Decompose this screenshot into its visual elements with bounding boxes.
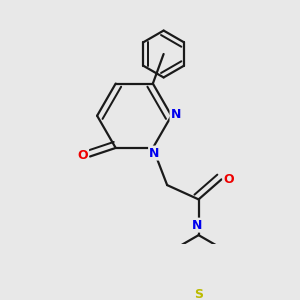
Text: N: N	[170, 108, 181, 121]
Text: N: N	[192, 219, 202, 232]
Text: N: N	[149, 147, 160, 160]
Text: S: S	[194, 288, 203, 300]
Text: O: O	[223, 173, 234, 186]
Text: O: O	[77, 148, 88, 162]
